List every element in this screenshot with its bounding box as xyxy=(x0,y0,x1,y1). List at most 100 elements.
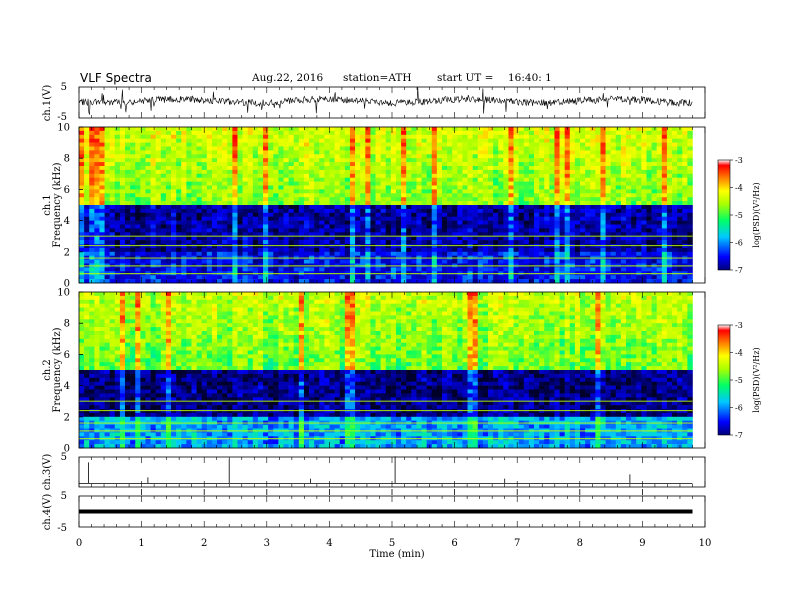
spectrogram-cell xyxy=(554,240,560,245)
spectrogram-cell xyxy=(109,134,116,139)
spectrogram-cell xyxy=(421,162,427,167)
spectrogram-cell xyxy=(135,154,141,159)
spectrogram-cell xyxy=(631,201,637,206)
spectrogram-cell xyxy=(247,208,254,214)
spectrogram-cell xyxy=(682,275,688,280)
spectrogram-cell xyxy=(462,185,468,190)
spectrogram-cell xyxy=(237,251,243,256)
spectrogram-cell xyxy=(661,216,668,221)
spectrogram-cell xyxy=(99,138,105,143)
spectrogram-cell xyxy=(232,259,238,264)
spectrogram-cell xyxy=(206,197,213,202)
spectrogram-cell xyxy=(329,181,335,186)
spectrogram-cell xyxy=(513,193,519,198)
spectrogram-cell xyxy=(293,142,300,147)
spectrogram-cell xyxy=(89,158,95,163)
spectrogram-cell xyxy=(615,169,622,175)
spectrogram-cell xyxy=(130,236,136,241)
spectrogram-cell xyxy=(585,189,591,194)
spectrogram-cell xyxy=(135,177,141,182)
spectrogram-cell xyxy=(677,142,683,147)
spectrogram-cell xyxy=(646,177,652,182)
spectrogram-cell xyxy=(574,279,581,284)
spectrogram-cell xyxy=(457,169,463,175)
spectrogram-cell xyxy=(605,146,611,151)
spectrogram-cell xyxy=(441,138,448,143)
spectrogram-cell xyxy=(636,169,642,175)
spectrogram-cell xyxy=(626,142,632,147)
spectrogram-cell xyxy=(390,224,397,229)
spectrogram-cell xyxy=(283,146,289,151)
spectrogram-cell xyxy=(360,146,366,151)
spectrogram-cell xyxy=(656,208,663,214)
spectrogram-cell xyxy=(303,127,310,132)
spectrogram-cell xyxy=(130,197,136,202)
spectrogram-cell xyxy=(365,169,371,175)
spectrogram-cell xyxy=(605,130,611,136)
spectrogram-cell xyxy=(273,169,279,175)
spectrogram-cell xyxy=(349,201,356,206)
spectrogram-cell xyxy=(518,201,525,206)
spectrogram-cell xyxy=(201,189,208,194)
spectrogram-cell xyxy=(344,177,351,182)
spectrogram-cell xyxy=(114,224,121,229)
spectrogram-cell xyxy=(431,240,438,245)
spectrogram-cell xyxy=(160,224,167,229)
spectrogram-cell xyxy=(569,154,576,159)
spectrogram-cell xyxy=(656,279,663,284)
spectrogram-cell xyxy=(237,208,243,214)
spectrogram-cell xyxy=(477,267,484,272)
spectrogram-cell xyxy=(421,142,427,147)
spectrogram-cell xyxy=(252,127,259,132)
spectrogram-cell xyxy=(140,216,146,221)
spectrogram-cell xyxy=(390,181,397,186)
spectrogram-cell xyxy=(656,185,663,190)
spectrogram-cell xyxy=(631,162,637,167)
spectrogram-cell xyxy=(303,228,310,233)
spectrogram-cell xyxy=(656,232,663,237)
spectrogram-cell xyxy=(595,127,601,132)
spectrogram-cell xyxy=(472,216,479,221)
spectrogram-cell xyxy=(554,134,560,139)
spectrogram-cell xyxy=(564,185,571,190)
spectrogram-cell xyxy=(574,166,581,171)
spectrogram-cell xyxy=(263,224,269,229)
spectrogram-cell xyxy=(498,173,504,178)
spectrogram-cell xyxy=(436,169,443,175)
spectrogram-cell xyxy=(682,177,688,182)
spectrogram-cell xyxy=(646,212,652,217)
spectrogram-cell xyxy=(171,166,177,171)
spectrogram-cell xyxy=(319,185,325,190)
spectrogram-cell xyxy=(498,166,504,171)
spectrogram-cell xyxy=(503,166,509,171)
spectrogram-cell xyxy=(600,201,606,206)
spectrogram-cell xyxy=(513,275,519,280)
spectrogram-cell xyxy=(191,127,197,132)
spectrogram-cell xyxy=(79,232,85,237)
spectrogram-cell xyxy=(585,193,591,198)
spectrogram-cell xyxy=(605,236,611,241)
spectrogram-cell xyxy=(191,232,197,237)
spectrogram-cell xyxy=(84,189,90,194)
start-ut-value: 16:40: 1 xyxy=(508,72,552,84)
spectrogram-cell xyxy=(114,193,121,198)
spectrogram-cell xyxy=(344,220,351,225)
spectrogram-cell xyxy=(610,158,617,163)
spectrogram-cell xyxy=(631,193,637,198)
spectrogram-cell xyxy=(319,142,325,147)
spectrogram-cell xyxy=(319,212,325,217)
spectrogram-cell xyxy=(395,150,402,155)
spectrogram-cell xyxy=(150,240,156,245)
spectrogram-cell xyxy=(329,134,335,139)
spectrogram-cell xyxy=(119,162,126,167)
spectrogram-cell xyxy=(559,224,565,229)
spectrogram-cell xyxy=(186,142,192,147)
spectrogram-cell xyxy=(661,142,668,147)
spectrogram-cell xyxy=(457,267,463,272)
spectrogram-cell xyxy=(666,150,673,155)
spectrogram-cell xyxy=(283,127,289,132)
spectrogram-cell xyxy=(656,158,663,163)
spectrogram-cell xyxy=(631,251,637,256)
spectrogram-cell xyxy=(293,154,300,159)
spectrogram-cell xyxy=(661,130,668,136)
